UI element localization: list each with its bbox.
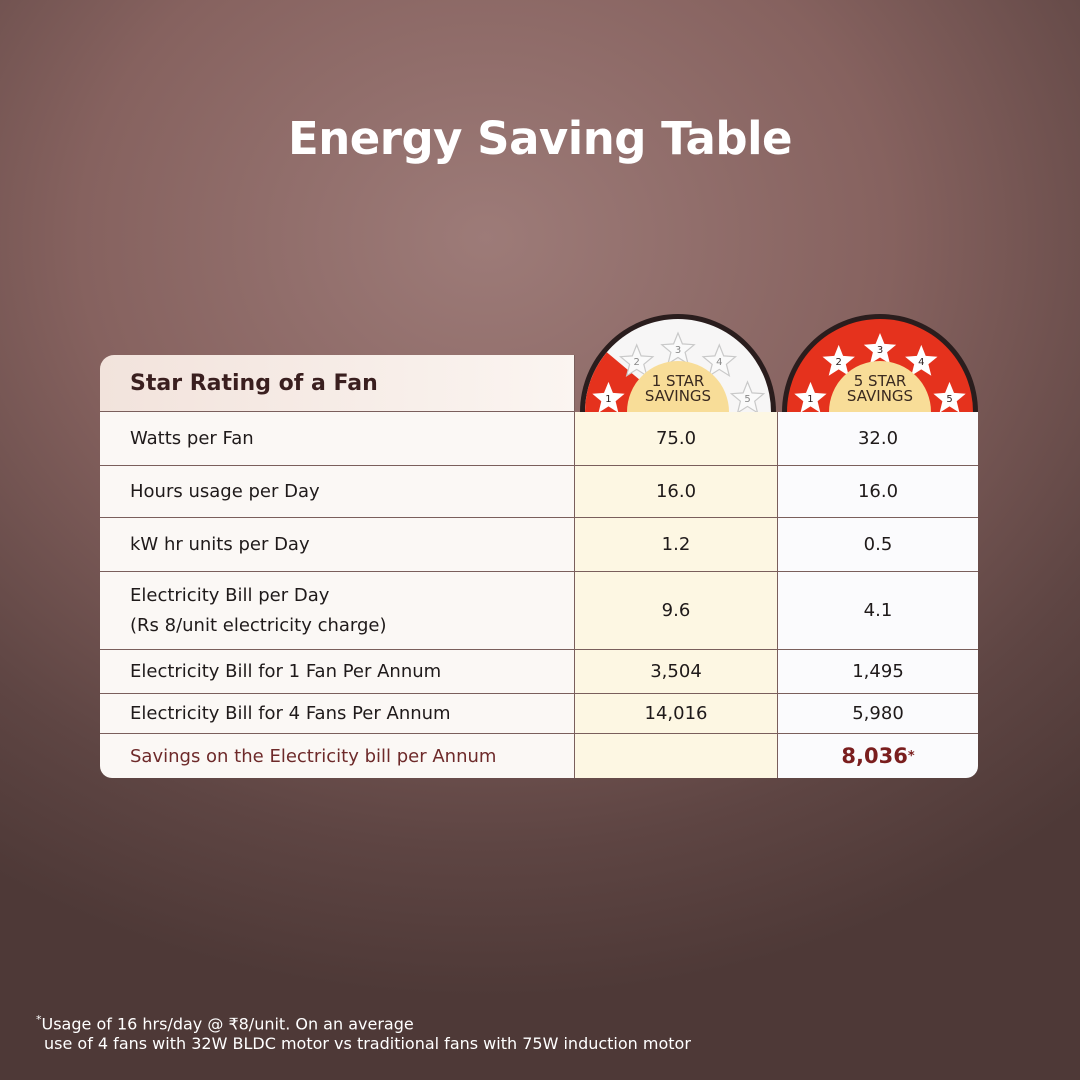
- footnote-mark: *: [36, 1013, 42, 1026]
- footnote: *Usage of 16 hrs/day @ ₹8/unit. On an av…: [36, 1010, 691, 1054]
- row-label-line: Savings on the Electricity bill per Annu…: [130, 745, 497, 767]
- badge-label-bg: [829, 361, 931, 412]
- five-star-cell: 8,036 *: [778, 734, 978, 778]
- one-star-cell: 16.0: [575, 466, 778, 518]
- five-star-cell: 32.0: [778, 412, 978, 466]
- row-label: Hours usage per Day: [100, 466, 575, 518]
- savings-mark: *: [907, 748, 915, 764]
- star-number: 5: [946, 394, 952, 405]
- star-number: 5: [744, 394, 750, 405]
- badge-label: SAVINGS: [847, 387, 913, 405]
- one-star-cell: 75.0: [575, 412, 778, 466]
- title: Energy Saving Table: [287, 112, 793, 165]
- star-number: 3: [675, 345, 681, 356]
- star: [729, 380, 766, 414]
- badge-label-bg: [627, 361, 729, 412]
- row-label: Electricity Bill for 4 Fans Per Annum: [100, 694, 575, 734]
- footnote-line: use of 4 fans with 32W BLDC motor vs tra…: [44, 1034, 691, 1054]
- footnote-text: Usage of 16 hrs/day @ ₹8/unit. On an ave…: [41, 1014, 414, 1034]
- badge-label: 1 STAR: [652, 372, 705, 390]
- star-number: 4: [716, 357, 722, 368]
- badge-label: 5 STAR: [854, 372, 907, 390]
- star: [905, 344, 938, 376]
- one-star-cell: 3,504: [575, 650, 778, 694]
- star: [863, 333, 897, 364]
- row-label: Watts per Fan: [100, 412, 575, 466]
- star-number: 1: [605, 394, 611, 405]
- star: [794, 381, 827, 413]
- row-label-line: Watts per Fan: [130, 428, 254, 449]
- star-number: 3: [877, 345, 883, 356]
- row-label-line: (Rs 8/unit electricity charge): [130, 614, 387, 636]
- star: [933, 381, 966, 413]
- row-label-line: Hours usage per Day: [130, 481, 320, 502]
- table-header: Star Rating of a Fan: [100, 355, 575, 412]
- one-star-cell: 14,016: [575, 694, 778, 734]
- one-star-cell: 9.6: [575, 572, 778, 650]
- badge-label: SAVINGS: [645, 387, 711, 405]
- row-label: Savings on the Electricity bill per Annu…: [100, 734, 575, 778]
- footnote-line: *Usage of 16 hrs/day @ ₹8/unit. On an av…: [36, 1010, 691, 1034]
- star-number: 1: [807, 394, 813, 405]
- one-star-cell: 1.2: [575, 518, 778, 572]
- row-label-line: kW hr units per Day: [130, 534, 310, 555]
- five-star-cell: 16.0: [778, 466, 978, 518]
- row-label-line: Electricity Bill for 1 Fan Per Annum: [130, 661, 442, 682]
- savings-value: 8,036: [841, 744, 908, 768]
- star: [822, 344, 855, 376]
- five-star-cell: 4.1: [778, 572, 978, 650]
- star: [618, 343, 655, 378]
- five-star-cell: 1,495: [778, 650, 978, 694]
- star-number: 2: [836, 357, 842, 368]
- row-label: Electricity Bill for 1 Fan Per Annum: [100, 650, 575, 694]
- star-number: 2: [634, 357, 640, 368]
- star-number: 4: [918, 357, 924, 368]
- row-label: Electricity Bill per Day (Rs 8/unit elect…: [100, 572, 575, 650]
- row-label-line: Electricity Bill per Day: [130, 584, 330, 606]
- star: [701, 343, 738, 378]
- five-star-cell: 5,980: [778, 694, 978, 734]
- row-label: kW hr units per Day: [100, 518, 575, 572]
- star: [592, 381, 625, 413]
- five-star-cell: 0.5: [778, 518, 978, 572]
- star: [660, 331, 696, 366]
- row-label-line: Electricity Bill for 4 Fans Per Annum: [130, 703, 451, 724]
- one-star-cell: [575, 734, 778, 778]
